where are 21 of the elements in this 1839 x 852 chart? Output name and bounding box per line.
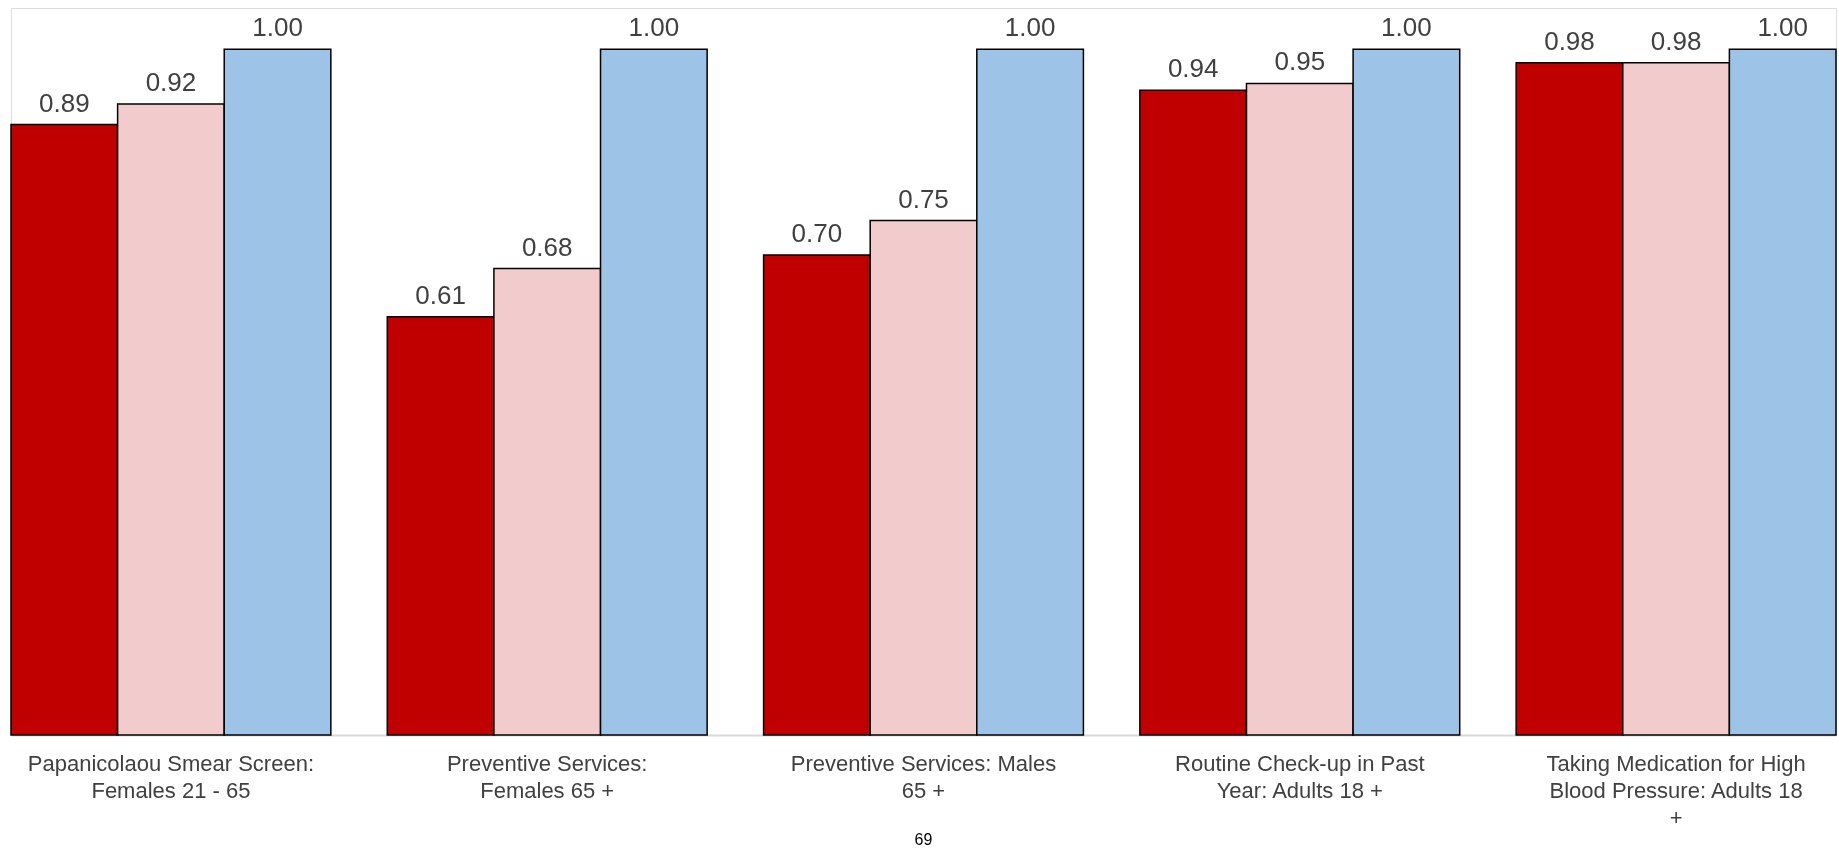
data-label: 1.00 (1004, 12, 1056, 43)
data-label: 0.95 (1274, 46, 1326, 77)
data-label: 1.00 (1381, 12, 1432, 43)
data-label: 1.00 (1757, 12, 1808, 43)
text: 69 (914, 831, 933, 848)
data-label: 1.00 (628, 12, 680, 43)
data-label: 0.61 (415, 279, 466, 310)
data-label: 0.98 (1650, 25, 1702, 56)
data-label: 0.92 (145, 67, 197, 98)
data-label: 0.75 (898, 183, 949, 214)
data-label: 0.94 (1167, 53, 1219, 84)
data-label: 0.98 (1544, 25, 1595, 56)
x-tick-label: Preventive Services: Males 65 + (790, 750, 1057, 803)
x-tick-label: Papanicolaou Smear Screen: Females 21 - 65 (27, 750, 315, 803)
data-label: 0.89 (39, 87, 90, 118)
x-tick-label: Routine Check-up in Past Year: Adults 18 + (1175, 750, 1425, 803)
x-tick-label: Taking Medication for High Blood Pressure: Adults 18 + (1546, 750, 1806, 830)
data-label: 1.00 (252, 12, 303, 43)
data-label: 0.70 (791, 217, 843, 248)
data-label: 0.68 (521, 231, 573, 262)
x-tick-label: Preventive Services: Females 65 + (446, 750, 648, 803)
